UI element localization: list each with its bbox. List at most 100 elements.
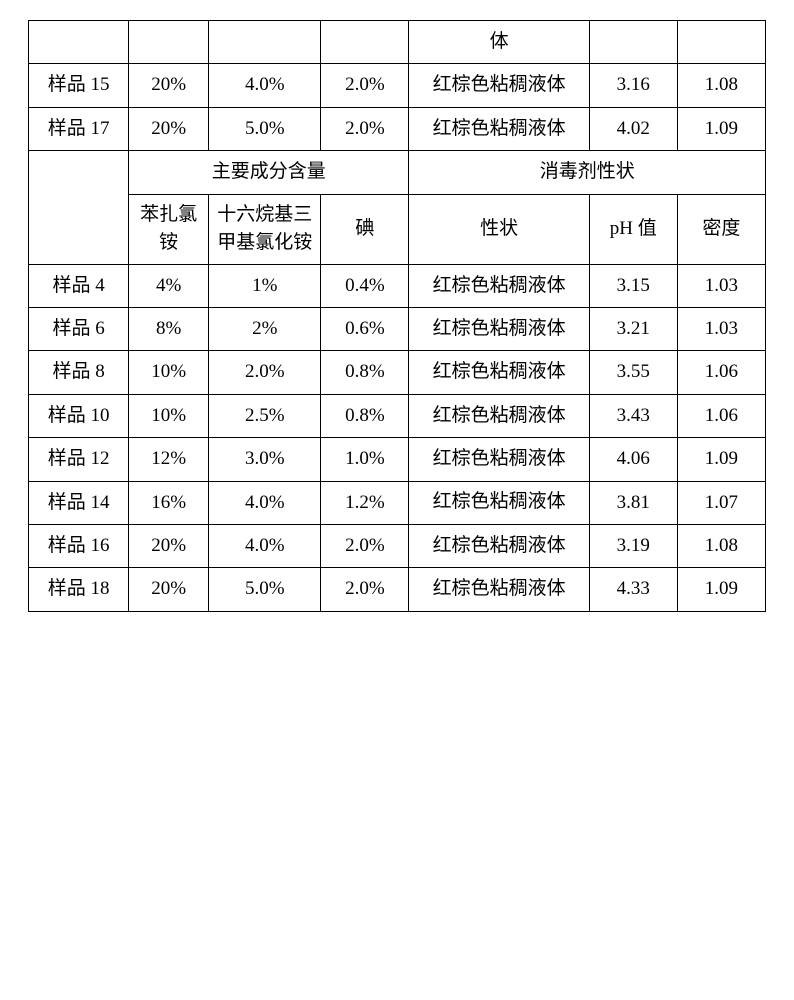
cell-value: 20% (129, 568, 209, 611)
cell-value: 2.0% (321, 64, 409, 107)
header-sub-row: 苯扎氯铵 十六烷基三甲基氯化铵 碘 性状 pH 值 密度 (29, 194, 766, 264)
cell-value: 2.0% (321, 107, 409, 150)
cell-desc: 红棕色粘稠液体 (409, 64, 589, 107)
cell-value: 20% (129, 107, 209, 150)
cell-desc: 红棕色粘稠液体 (409, 307, 589, 350)
cell-value: 2.5% (209, 394, 321, 437)
table-row: 样品 17 20% 5.0% 2.0% 红棕色粘稠液体 4.02 1.09 (29, 107, 766, 150)
cell-density: 1.08 (677, 524, 765, 567)
cell-value: 4.0% (209, 64, 321, 107)
cell-ph: 3.43 (589, 394, 677, 437)
cell-value: 20% (129, 524, 209, 567)
cell-ph: 3.81 (589, 481, 677, 524)
table-row: 样品 15 20% 4.0% 2.0% 红棕色粘稠液体 3.16 1.08 (29, 64, 766, 107)
header-group1: 主要成分含量 (129, 151, 409, 194)
cell-ph: 4.02 (589, 107, 677, 150)
cell-value: 0.4% (321, 264, 409, 307)
cell-ph: 3.21 (589, 307, 677, 350)
cell-desc: 红棕色粘稠液体 (409, 481, 589, 524)
header-col4: 性状 (409, 194, 589, 264)
cell-sample: 样品 15 (29, 64, 129, 107)
cell-value: 4% (129, 264, 209, 307)
cell-desc: 红棕色粘稠液体 (409, 351, 589, 394)
cell (677, 21, 765, 64)
cell-density: 1.03 (677, 307, 765, 350)
cell-sample: 样品 14 (29, 481, 129, 524)
cell-ph: 3.15 (589, 264, 677, 307)
cell-ph: 4.33 (589, 568, 677, 611)
cell-value: 2.0% (209, 351, 321, 394)
cell-density: 1.09 (677, 568, 765, 611)
cell-value: 0.8% (321, 394, 409, 437)
cell-value: 5.0% (209, 568, 321, 611)
cell-value: 8% (129, 307, 209, 350)
cell-desc: 红棕色粘稠液体 (409, 568, 589, 611)
cell-value: 2.0% (321, 568, 409, 611)
cell-density: 1.03 (677, 264, 765, 307)
cell-density: 1.09 (677, 438, 765, 481)
cell (589, 21, 677, 64)
cell-density: 1.08 (677, 64, 765, 107)
data-table: 体 样品 15 20% 4.0% 2.0% 红棕色粘稠液体 3.16 1.08 … (28, 20, 766, 612)
cell (209, 21, 321, 64)
cell-value: 16% (129, 481, 209, 524)
cell-value: 20% (129, 64, 209, 107)
cell-value: 1.0% (321, 438, 409, 481)
cell-sample: 样品 18 (29, 568, 129, 611)
header-col3: 碘 (321, 194, 409, 264)
cell-value: 4.0% (209, 481, 321, 524)
cell-sample: 样品 17 (29, 107, 129, 150)
cell-ph: 3.16 (589, 64, 677, 107)
partial-row: 体 (29, 21, 766, 64)
cell-sample: 样品 4 (29, 264, 129, 307)
header-col6: 密度 (677, 194, 765, 264)
table-row: 样品 12 12% 3.0% 1.0% 红棕色粘稠液体 4.06 1.09 (29, 438, 766, 481)
cell: 体 (409, 21, 589, 64)
cell-value: 1% (209, 264, 321, 307)
cell-value: 0.6% (321, 307, 409, 350)
table-row: 样品 14 16% 4.0% 1.2% 红棕色粘稠液体 3.81 1.07 (29, 481, 766, 524)
cell-ph: 3.55 (589, 351, 677, 394)
header-col1: 苯扎氯铵 (129, 194, 209, 264)
cell-ph: 3.19 (589, 524, 677, 567)
cell (29, 21, 129, 64)
cell-desc: 红棕色粘稠液体 (409, 438, 589, 481)
cell (321, 21, 409, 64)
header-group2: 消毒剂性状 (409, 151, 766, 194)
cell-desc: 红棕色粘稠液体 (409, 264, 589, 307)
header-col2: 十六烷基三甲基氯化铵 (209, 194, 321, 264)
cell-value: 0.8% (321, 351, 409, 394)
cell-value: 4.0% (209, 524, 321, 567)
table-row: 样品 4 4% 1% 0.4% 红棕色粘稠液体 3.15 1.03 (29, 264, 766, 307)
cell-desc: 红棕色粘稠液体 (409, 107, 589, 150)
cell-sample: 样品 16 (29, 524, 129, 567)
header-group-row: 主要成分含量 消毒剂性状 (29, 151, 766, 194)
cell-desc: 红棕色粘稠液体 (409, 394, 589, 437)
cell-value: 1.2% (321, 481, 409, 524)
cell-desc: 红棕色粘稠液体 (409, 524, 589, 567)
cell-density: 1.07 (677, 481, 765, 524)
header-col5: pH 值 (589, 194, 677, 264)
cell-sample: 样品 6 (29, 307, 129, 350)
cell (129, 21, 209, 64)
cell-density: 1.06 (677, 394, 765, 437)
table-row: 样品 16 20% 4.0% 2.0% 红棕色粘稠液体 3.19 1.08 (29, 524, 766, 567)
cell-sample: 样品 10 (29, 394, 129, 437)
table-row: 样品 6 8% 2% 0.6% 红棕色粘稠液体 3.21 1.03 (29, 307, 766, 350)
cell-value: 3.0% (209, 438, 321, 481)
cell-value: 10% (129, 351, 209, 394)
table-row: 样品 10 10% 2.5% 0.8% 红棕色粘稠液体 3.43 1.06 (29, 394, 766, 437)
cell-sample: 样品 12 (29, 438, 129, 481)
cell-density: 1.09 (677, 107, 765, 150)
table-row: 样品 18 20% 5.0% 2.0% 红棕色粘稠液体 4.33 1.09 (29, 568, 766, 611)
header-blank (29, 151, 129, 264)
cell-sample: 样品 8 (29, 351, 129, 394)
cell-value: 2.0% (321, 524, 409, 567)
cell-ph: 4.06 (589, 438, 677, 481)
cell-value: 10% (129, 394, 209, 437)
table-row: 样品 8 10% 2.0% 0.8% 红棕色粘稠液体 3.55 1.06 (29, 351, 766, 394)
cell-value: 5.0% (209, 107, 321, 150)
cell-density: 1.06 (677, 351, 765, 394)
cell-value: 12% (129, 438, 209, 481)
cell-value: 2% (209, 307, 321, 350)
